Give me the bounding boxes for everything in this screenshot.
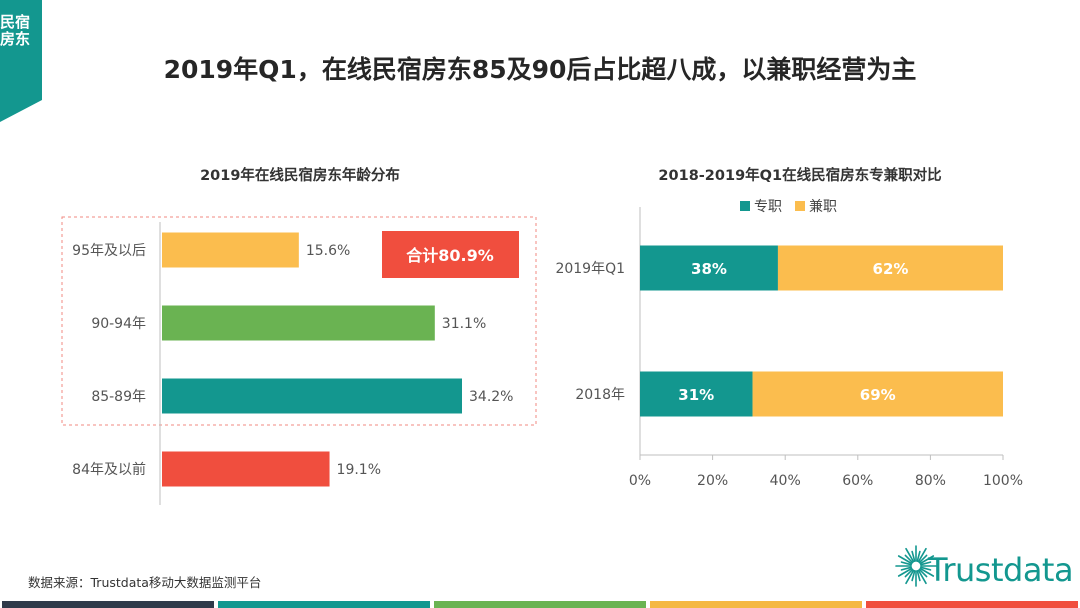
logo-ray (905, 547, 915, 563)
total-badge (382, 231, 519, 278)
category-label: 85-89年 (91, 389, 146, 405)
x-tick-label: 80% (915, 473, 946, 489)
logo-ray (918, 554, 928, 564)
section-tab: 民宿房东 (0, 0, 42, 122)
category-label: 2019年Q1 (555, 261, 625, 277)
footer-segment (650, 601, 862, 608)
footer-segment (218, 601, 430, 608)
value-label: 15.6% (306, 243, 350, 259)
age-bar (162, 305, 435, 341)
value-label: 31.1% (442, 316, 486, 332)
legend-swatch (740, 201, 750, 211)
legend-label: 兼职 (809, 199, 837, 215)
logo-ray (917, 569, 927, 585)
logo-ray (900, 561, 912, 566)
stacked-bar-segment (640, 245, 778, 291)
age-bar (162, 378, 462, 414)
stacked-bar-segment (640, 371, 753, 417)
sunburst-icon (895, 545, 937, 587)
logo-ray (917, 547, 927, 563)
logo-ray (911, 550, 916, 562)
logo-ray (916, 550, 921, 562)
legend-swatch (795, 201, 805, 211)
logo-ray (916, 570, 921, 582)
logo-ray (904, 554, 914, 564)
brand-logo-text: Trustdata (928, 551, 1074, 589)
segment-label: 62% (873, 260, 909, 278)
footer-segment (434, 601, 646, 608)
x-tick-label: 60% (842, 473, 873, 489)
logo-ray (918, 568, 928, 578)
category-label: 95年及以后 (72, 243, 146, 259)
age-chart-title: 2019年在线民宿房东年龄分布 (200, 168, 400, 184)
value-label: 19.1% (337, 462, 381, 478)
total-badge-label: 合计80.9% (406, 246, 494, 265)
logo-ray (919, 555, 935, 565)
category-label: 2018年 (575, 387, 625, 403)
logo-ray (905, 569, 915, 585)
value-label: 34.2% (469, 389, 513, 405)
stacked-bar-segment (777, 245, 1003, 291)
category-label: 90-94年 (91, 316, 146, 332)
section-tab-label: 民宿房东 (0, 13, 31, 48)
segment-label: 31% (678, 386, 714, 404)
page-title: 2019年Q1，在线民宿房东85及90后占比超八成，以兼职经营为主 (163, 55, 917, 84)
legend-label: 专职 (754, 199, 782, 215)
age-bar (162, 232, 299, 268)
x-tick-label: 100% (983, 473, 1023, 489)
job-chart-title: 2018-2019年Q1在线民宿房东专兼职对比 (658, 168, 942, 184)
x-tick-label: 0% (629, 473, 651, 489)
logo-ray (920, 566, 932, 571)
logo-ray (904, 568, 914, 578)
data-source-note: 数据来源：Trustdata移动大数据监测平台 (28, 575, 262, 590)
x-tick-label: 20% (697, 473, 728, 489)
logo-ray (919, 567, 935, 577)
segment-label: 69% (860, 386, 896, 404)
segment-label: 38% (691, 260, 727, 278)
footer-segment (2, 601, 214, 608)
stacked-bar-segment (752, 371, 1003, 417)
logo-ray (897, 567, 913, 577)
logo-ray (897, 555, 913, 565)
category-label: 84年及以前 (72, 461, 146, 478)
x-tick-label: 40% (770, 473, 801, 489)
logo-ray (911, 570, 916, 582)
logo-ray (920, 561, 932, 566)
age-bar (162, 451, 330, 487)
highlight-box (61, 216, 537, 426)
logo-ray (900, 566, 912, 571)
footer-segment (866, 601, 1078, 608)
